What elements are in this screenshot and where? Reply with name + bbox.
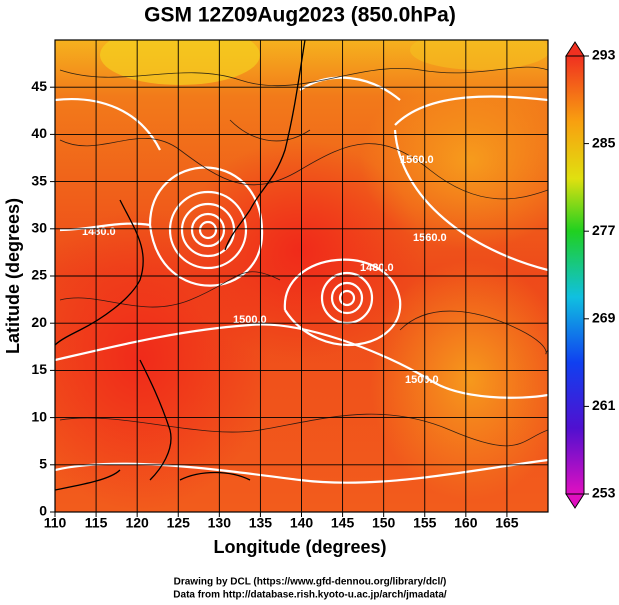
y-axis-label: Latitude (degrees) <box>3 198 23 354</box>
y-tick-label: 15 <box>31 361 47 377</box>
x-tick-label: 125 <box>167 515 191 531</box>
contour-label: 1480.0 <box>360 262 394 274</box>
colorbar <box>565 55 585 495</box>
x-tick-label: 160 <box>454 515 478 531</box>
x-tick-label: 135 <box>249 515 273 531</box>
chart-title: GSM 12Z09Aug2023 (850.0hPa) <box>144 4 456 27</box>
colorbar-cap <box>565 41 585 57</box>
colorbar-tick-label: 293 <box>592 47 616 63</box>
y-tick-label: 40 <box>31 125 47 141</box>
y-tick-label: 5 <box>39 456 47 472</box>
y-tick-label: 45 <box>31 78 47 94</box>
x-tick-label: 140 <box>290 515 314 531</box>
x-tick-label: 115 <box>85 515 108 531</box>
y-tick-label: 35 <box>31 172 47 188</box>
y-tick-label: 20 <box>31 314 47 330</box>
x-axis-label: Longitude (degrees) <box>213 537 386 557</box>
field: 1480.0 1500.0 1560.0 1480.0 1500.0 1560.… <box>55 40 548 512</box>
x-tick-label: 155 <box>413 515 437 531</box>
colorbar-tick-label: 269 <box>592 310 616 326</box>
x-tick-label: 120 <box>125 515 149 531</box>
credit: Data from http://database.rish.kyoto-u.a… <box>173 590 447 601</box>
colorbar-tick-label: 285 <box>592 134 616 150</box>
x-tick-label: 145 <box>331 515 355 531</box>
x-tick-label: 150 <box>372 515 396 531</box>
x-tick-label: 110 <box>44 515 67 531</box>
y-tick-label: 25 <box>31 267 47 283</box>
x-tick-label: 130 <box>208 515 232 531</box>
colorbar-cap <box>565 493 585 509</box>
contour-label: 1480.0 <box>82 226 116 238</box>
contour-label: 1500.0 <box>233 314 267 326</box>
y-tick-label: 30 <box>31 220 47 236</box>
contour-label: 1500.0 <box>405 374 439 386</box>
colorbar-tick-label: 277 <box>592 222 616 238</box>
y-tick-label: 10 <box>31 408 47 424</box>
contour-label: 1560.0 <box>400 154 434 166</box>
y-tick-label: 0 <box>39 503 47 519</box>
credit: Drawing by DCL (https://www.gfd-dennou.o… <box>174 577 447 588</box>
contour-label: 1560.0 <box>413 232 447 244</box>
colorbar-tick-label: 261 <box>592 397 616 413</box>
colorbar-tick-label: 253 <box>592 485 616 501</box>
x-tick-label: 165 <box>495 515 519 531</box>
